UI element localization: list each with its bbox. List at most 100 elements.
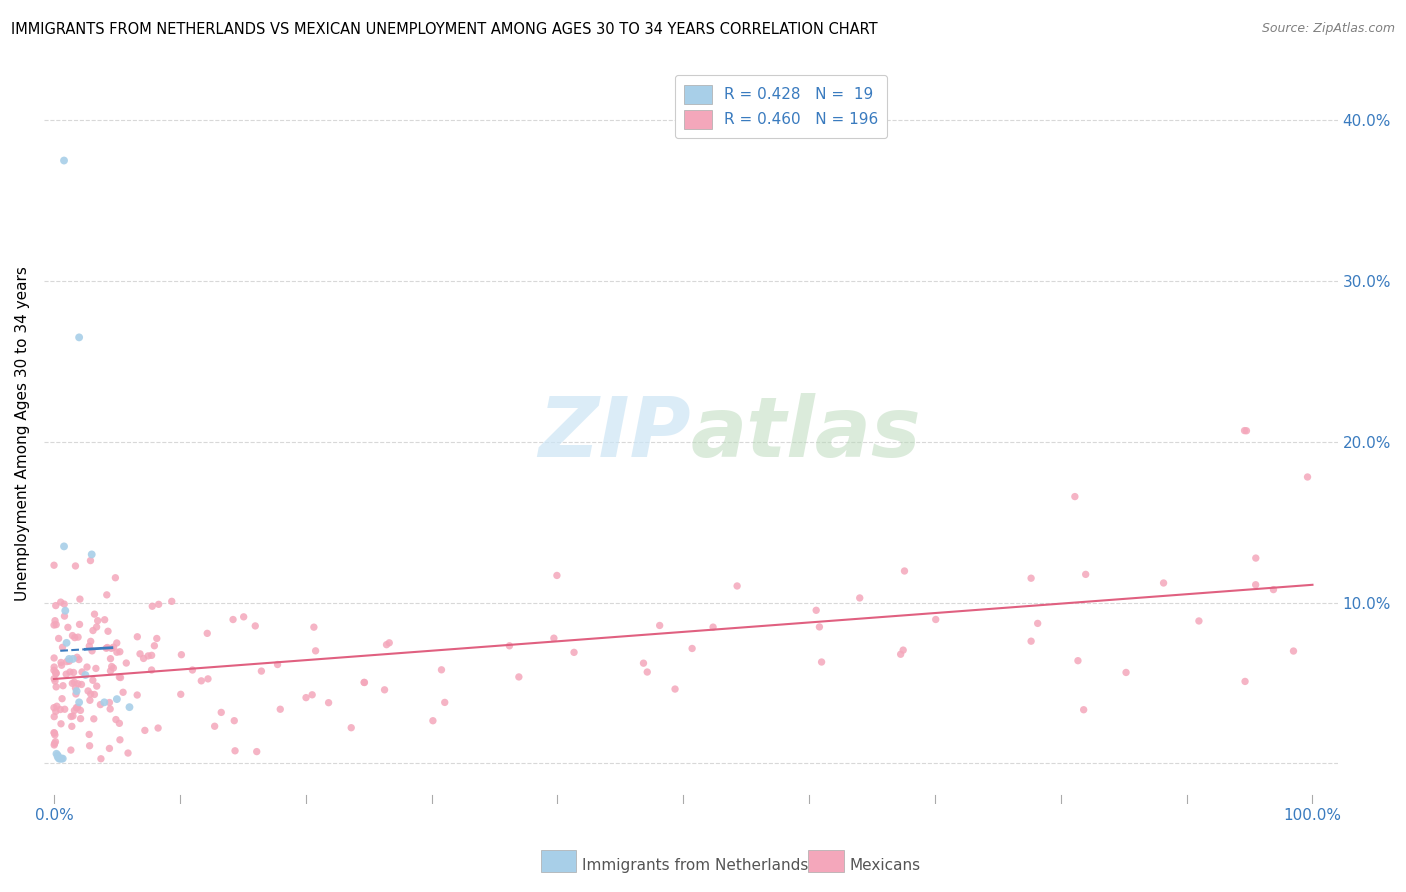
- Point: [304, 644, 326, 658]
- Point: [103, 661, 125, 675]
- Point: [636, 665, 658, 679]
- Point: [69, 617, 91, 632]
- Point: [56, 620, 79, 634]
- Point: [110, 671, 132, 685]
- Point: [353, 675, 375, 690]
- Point: [55, 636, 77, 650]
- Point: [108, 645, 131, 659]
- Point: [62, 709, 84, 723]
- Point: [77, 684, 100, 698]
- Point: [112, 685, 135, 699]
- Point: [46, 748, 69, 763]
- Point: [422, 714, 444, 728]
- Point: [42, 618, 65, 632]
- Point: [86, 614, 108, 628]
- Point: [62, 652, 84, 666]
- Point: [1073, 703, 1095, 717]
- Point: [245, 619, 267, 633]
- Point: [45, 666, 67, 681]
- Point: [70, 665, 93, 679]
- Point: [160, 594, 183, 608]
- Point: [60, 709, 83, 723]
- Point: [67, 330, 90, 344]
- Point: [79, 553, 101, 567]
- Point: [51, 691, 73, 706]
- Point: [42, 558, 65, 573]
- Point: [664, 681, 686, 696]
- Point: [134, 723, 156, 738]
- Point: [60, 676, 83, 690]
- Point: [648, 618, 671, 632]
- Point: [1282, 644, 1305, 658]
- Point: [1233, 424, 1256, 438]
- Point: [848, 591, 870, 605]
- Point: [69, 703, 91, 717]
- Point: [65, 684, 87, 698]
- Point: [129, 647, 152, 661]
- Point: [295, 690, 318, 705]
- Point: [80, 548, 103, 562]
- Point: [195, 626, 218, 640]
- Point: [42, 725, 65, 739]
- Point: [232, 610, 254, 624]
- Point: [62, 629, 84, 643]
- Point: [1074, 567, 1097, 582]
- Point: [118, 700, 141, 714]
- Point: [148, 598, 170, 612]
- Point: [53, 609, 76, 624]
- Point: [82, 624, 104, 638]
- Point: [105, 636, 128, 650]
- Point: [67, 652, 90, 666]
- Point: [49, 702, 72, 716]
- Text: Source: ZipAtlas.com: Source: ZipAtlas.com: [1261, 22, 1395, 36]
- Point: [925, 613, 948, 627]
- Text: Mexicans: Mexicans: [849, 858, 921, 872]
- Point: [127, 688, 149, 702]
- Point: [53, 153, 76, 168]
- Point: [66, 677, 89, 691]
- Point: [44, 660, 66, 674]
- Point: [1296, 470, 1319, 484]
- Point: [63, 675, 86, 690]
- Point: [301, 688, 323, 702]
- Point: [98, 696, 121, 710]
- Point: [100, 641, 122, 656]
- Point: [83, 712, 105, 726]
- Point: [58, 654, 80, 668]
- Point: [48, 751, 70, 765]
- Point: [55, 667, 77, 681]
- Point: [433, 695, 456, 709]
- Point: [77, 727, 100, 741]
- Point: [340, 721, 363, 735]
- Point: [51, 658, 73, 673]
- Point: [93, 695, 115, 709]
- Point: [65, 681, 87, 695]
- Point: [42, 651, 65, 665]
- Point: [108, 716, 131, 731]
- Point: [45, 680, 67, 694]
- Point: [63, 631, 86, 645]
- Point: [69, 712, 91, 726]
- Point: [146, 632, 169, 646]
- Point: [44, 728, 66, 742]
- Point: [58, 652, 80, 666]
- Text: Immigrants from Netherlands: Immigrants from Netherlands: [582, 858, 808, 872]
- Point: [546, 568, 568, 582]
- Point: [82, 673, 104, 688]
- Point: [98, 741, 121, 756]
- Text: IMMIGRANTS FROM NETHERLANDS VS MEXICAN UNEMPLOYMENT AMONG AGES 30 TO 34 YEARS CO: IMMIGRANTS FROM NETHERLANDS VS MEXICAN U…: [11, 22, 877, 37]
- Point: [80, 687, 103, 701]
- Point: [44, 709, 66, 723]
- Point: [1188, 614, 1211, 628]
- Point: [190, 673, 212, 688]
- Point: [83, 688, 105, 702]
- Point: [96, 588, 118, 602]
- Point: [141, 648, 163, 663]
- Point: [146, 721, 169, 735]
- Point: [53, 540, 76, 554]
- Point: [1236, 424, 1258, 438]
- Point: [222, 613, 245, 627]
- Point: [374, 682, 396, 697]
- Point: [890, 647, 912, 661]
- Point: [1067, 654, 1090, 668]
